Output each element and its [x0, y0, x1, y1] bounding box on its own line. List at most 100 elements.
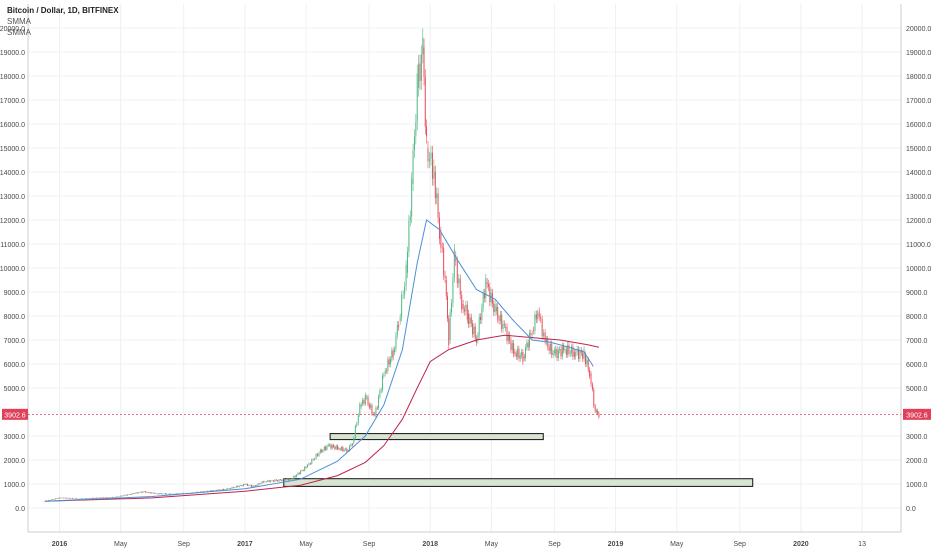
candle-body [534, 314, 536, 331]
candle-body [586, 359, 588, 365]
candle-body [214, 490, 216, 491]
candle-body [286, 478, 288, 480]
candle-body [412, 150, 414, 184]
candle-body [489, 286, 491, 303]
candle-body [556, 348, 558, 359]
candle-body [407, 251, 409, 273]
candle-body [107, 497, 109, 498]
candle-body [308, 463, 310, 465]
candle-body [464, 309, 465, 312]
x-tick-label: Sep [363, 541, 376, 548]
y-tick-label-left: 9000.0 [4, 290, 26, 297]
candle-body [515, 353, 517, 357]
candle-body [506, 326, 508, 341]
candle-body [146, 492, 148, 493]
x-tick-label: May [299, 541, 313, 548]
x-tick-label: 2019 [608, 541, 624, 548]
candle-body [331, 445, 333, 449]
x-tick-label: May [485, 541, 499, 548]
candle-body [568, 345, 570, 354]
chart-legend: Bitcoin / Dollar, 1D, BITFINEX SMMA SMMA [7, 5, 119, 38]
candle-body [166, 493, 168, 495]
candle-body [591, 384, 593, 390]
x-tick-label: Sep [177, 541, 190, 548]
chart-title: Bitcoin / Dollar, 1D, BITFINEX [7, 6, 119, 15]
candle-body [281, 479, 283, 481]
candle-body [200, 491, 202, 493]
candle-body [241, 485, 243, 487]
y-tick-label-right: 13000.0 [906, 194, 931, 201]
candle-body [572, 346, 574, 357]
candle-body [67, 497, 69, 499]
candle-body [81, 498, 83, 500]
candle-body [452, 277, 454, 304]
candle-body [311, 459, 313, 464]
candle-body [139, 491, 141, 493]
candle-body [388, 359, 390, 365]
candle-body [567, 345, 569, 355]
candle-body [260, 483, 262, 485]
candle-body [248, 485, 250, 486]
candle-body [283, 478, 285, 481]
candle-body [354, 426, 356, 438]
candle-body [337, 445, 339, 450]
candle-body [304, 466, 306, 471]
candle-body [413, 136, 415, 151]
candle-body [333, 445, 335, 447]
candle-body [437, 193, 439, 218]
candle-body [63, 497, 65, 499]
x-tick-label: May [670, 541, 684, 548]
candle-body [270, 480, 272, 482]
candle-body [469, 317, 471, 325]
candle-body [151, 492, 153, 494]
candle-body [61, 497, 63, 499]
candle-body [370, 405, 372, 408]
candle-body [83, 498, 85, 500]
candle-body [94, 498, 96, 499]
support-zone-2 [283, 478, 754, 487]
candle-body [540, 317, 542, 320]
candle-body [451, 303, 453, 313]
candle-body [545, 339, 547, 343]
candle-body [587, 359, 589, 370]
candle-body [394, 349, 396, 352]
candle-body [329, 444, 331, 446]
candle-body [256, 485, 258, 487]
candle-body [378, 396, 380, 408]
candle-body [145, 491, 147, 493]
x-tick-label: 2016 [52, 541, 68, 548]
y-tick-label-right: 5000.0 [906, 386, 928, 393]
candle-body [379, 390, 381, 397]
candle-body [285, 479, 287, 481]
candle-body [317, 454, 319, 456]
y-tick-label-left: 17000.0 [0, 98, 25, 105]
candle-body [98, 497, 100, 499]
candle-body [71, 498, 73, 499]
candle-body [222, 489, 224, 491]
candle-body [430, 152, 432, 159]
candle-body [122, 495, 124, 497]
candle-body [582, 352, 584, 359]
candle-body [522, 351, 524, 363]
candle-body [245, 483, 247, 485]
candle-body [152, 492, 154, 494]
support-zone-1 [329, 433, 544, 441]
candle-body [543, 332, 545, 337]
y-tick-label-right: 16000.0 [906, 122, 931, 129]
x-tick-label: 13 [858, 541, 866, 548]
candle-body [342, 447, 344, 452]
candle-body [59, 497, 61, 499]
candle-body [322, 450, 324, 452]
candle-body [296, 474, 298, 477]
candle-body [212, 490, 214, 492]
candle-body [73, 498, 75, 500]
candle-body [159, 493, 161, 495]
candle-body [391, 350, 393, 360]
candle-body [497, 307, 499, 320]
x-tick-label: May [114, 541, 128, 548]
candle-body [117, 496, 119, 498]
y-tick-label-right: 3000.0 [906, 434, 928, 441]
candle-body [275, 479, 277, 481]
